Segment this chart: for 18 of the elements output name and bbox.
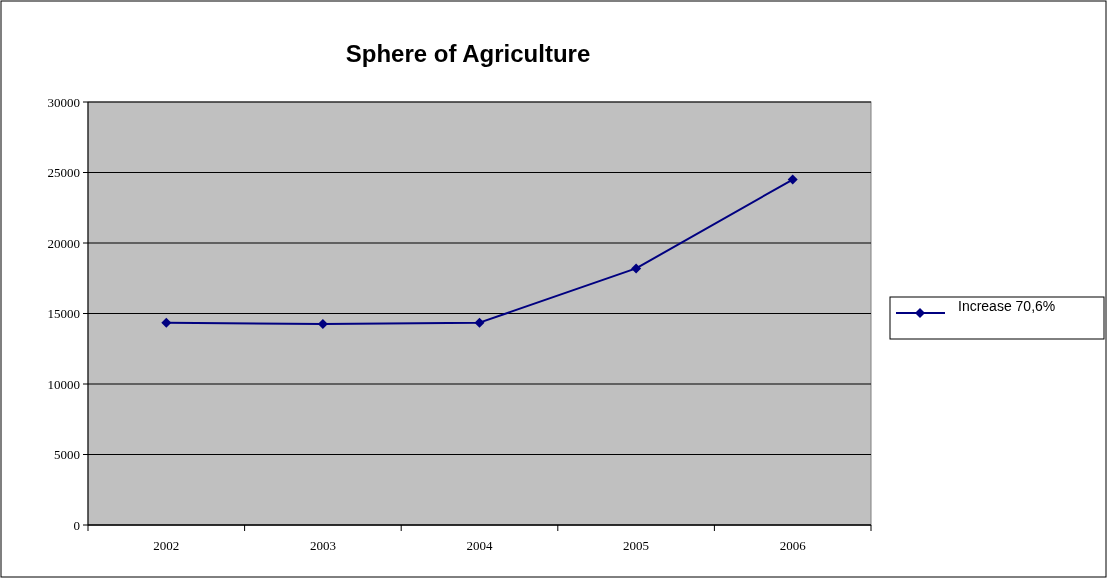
point — [631, 263, 642, 274]
legend-label: Increase 70,6% — [958, 297, 1056, 314]
point — [474, 317, 485, 328]
y-tick-label: 20000 — [47, 235, 80, 251]
x-tick-label: 2005 — [623, 538, 650, 553]
x-tick-label: 2003 — [309, 538, 336, 553]
y-tick-label: 5000 — [54, 447, 80, 463]
x-tick-label: 2002 — [153, 538, 180, 553]
y-tick-label: 25000 — [47, 165, 80, 181]
point — [161, 317, 172, 328]
y-tick-label: 15000 — [47, 306, 80, 322]
point — [787, 174, 798, 185]
chart-title: Sphere of Agriculture — [345, 40, 591, 67]
y-tick-label: 30000 — [47, 94, 80, 110]
x-tick-label: 2004 — [466, 538, 493, 553]
x-tick-label: 2006 — [779, 538, 807, 553]
y-tick-label: 0 — [73, 517, 80, 533]
y-tick-label: 10000 — [47, 376, 80, 392]
